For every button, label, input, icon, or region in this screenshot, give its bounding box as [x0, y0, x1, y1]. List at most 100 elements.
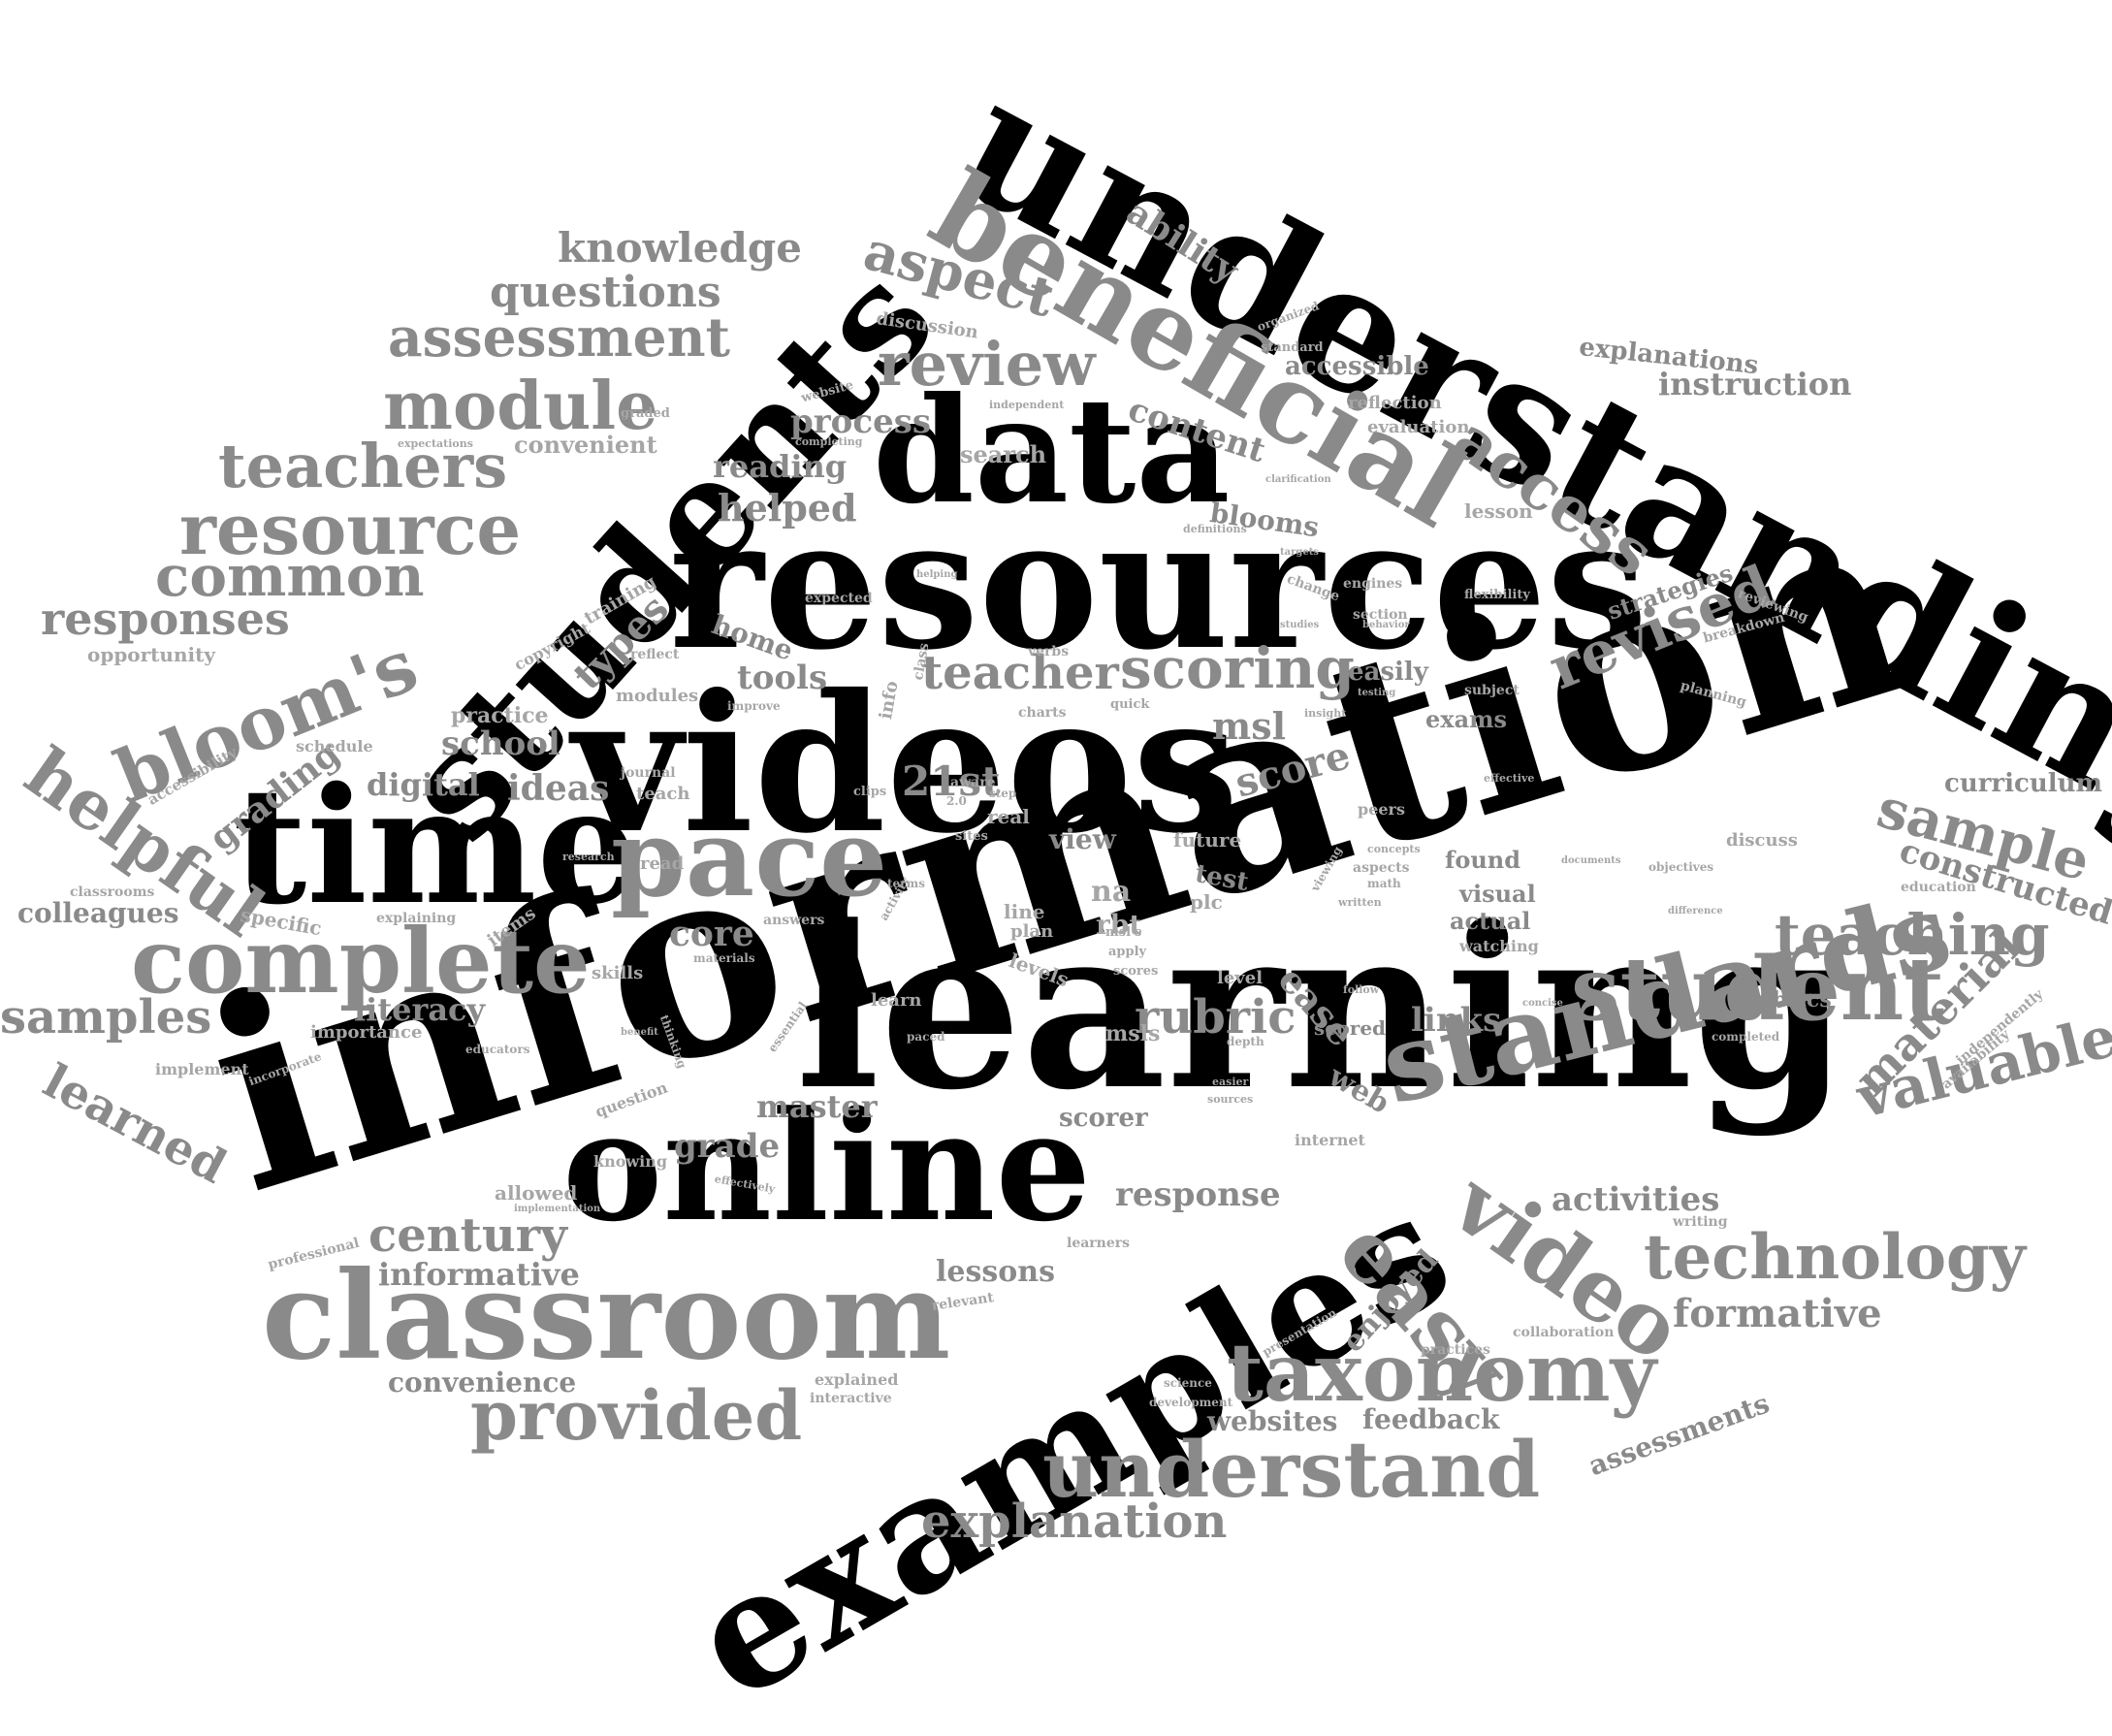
word-real: real [987, 805, 1030, 828]
word-internet: internet [1295, 1131, 1365, 1149]
word-na: na [1091, 875, 1132, 909]
word-visual: visual [1459, 880, 1536, 908]
word-easily: easily [1348, 658, 1428, 687]
word-practices: practices [1421, 1342, 1490, 1358]
word-websites: websites [1207, 1405, 1338, 1437]
word-century: century [368, 1208, 567, 1263]
word-rbt: rbt [1096, 909, 1142, 941]
word-samples: samples [0, 990, 212, 1045]
word-answers: answers [763, 913, 825, 928]
word-common: common [155, 543, 425, 609]
word-journal: journal [621, 765, 676, 781]
word-knowing: knowing [593, 1152, 668, 1171]
word-completed: completed [1712, 1030, 1780, 1044]
word-core: core [669, 914, 754, 954]
word-scoring: scoring [1120, 635, 1355, 701]
word-engines: engines [1343, 576, 1403, 592]
word-instruction: instruction [1658, 366, 1852, 402]
word-importance: importance [310, 1022, 423, 1043]
word-cloud: understanding information learning video… [0, 40, 2112, 1736]
word-learners: learners [1067, 1236, 1131, 1251]
word-writing: writing [1673, 1214, 1728, 1230]
word-scores: scores [1113, 964, 1159, 979]
word-pace: pace [611, 795, 888, 920]
word-peers: peers [1358, 800, 1405, 819]
word-documents: documents [1561, 855, 1621, 866]
word-interactive: interactive [810, 1391, 892, 1406]
word-accessible: accessible [1285, 352, 1429, 381]
word-research: research [562, 851, 615, 863]
word-expectations: expectations [398, 437, 473, 450]
word-curriculum: curriculum [1944, 769, 2103, 798]
word-aware: aware [950, 775, 996, 790]
word-education: education [1901, 880, 1976, 895]
word-schedule: schedule [296, 737, 373, 755]
word-rubrics: rubrics [1745, 987, 1832, 1013]
word-standard: standard [1261, 340, 1324, 355]
word-learning: learning [795, 878, 1849, 1140]
word-paced: paced [907, 1030, 945, 1044]
word-read: read [640, 853, 685, 874]
word-msls: msls [1105, 1021, 1161, 1046]
word-terms: terms [887, 877, 925, 890]
word-tools: tools [737, 659, 828, 697]
word-school: school [441, 724, 560, 763]
word-charts: charts [1018, 705, 1067, 721]
word-quick: quick [1110, 697, 1150, 712]
word-taxonomy: taxonomy [1227, 1327, 1657, 1420]
word-reflection: reflection [1348, 393, 1442, 413]
word-classroom: classroom [262, 1245, 951, 1387]
word-knowledge: knowledge [558, 224, 802, 272]
word-difference: difference [1668, 906, 1723, 916]
word-helped: helped [718, 486, 857, 530]
word-time: time [233, 752, 639, 940]
word-explanation: explanation [921, 1495, 1228, 1549]
word-found: found [1445, 846, 1521, 874]
word-explaining: explaining [376, 911, 457, 926]
word-plan: plan [1010, 921, 1054, 942]
word-msl-apos: msl's [1105, 925, 1142, 940]
word-2-0: 2.0 [946, 794, 967, 808]
word-complete: complete [131, 909, 591, 1013]
word-response: response [1115, 1175, 1281, 1214]
word-allowed: allowed [495, 1181, 578, 1205]
word-effective: effective [1484, 772, 1535, 785]
word-student: student [1571, 938, 1944, 1041]
word-actual: actual [1450, 907, 1531, 935]
word-literacy: literacy [354, 991, 486, 1028]
word-discuss: discuss [1726, 830, 1798, 851]
word-insight: insight [1304, 707, 1347, 720]
word-expected: expected [805, 591, 873, 606]
word-watching: watching [1459, 937, 1539, 955]
word-science: science [1164, 1376, 1212, 1390]
word-teaching: teaching [1775, 902, 2050, 968]
word-section: section [1353, 607, 1408, 623]
word-studies: studies [1280, 620, 1320, 630]
word-completing: completing [795, 435, 863, 448]
word-colleagues: colleagues [17, 897, 179, 929]
word-scorer: scorer [1059, 1104, 1148, 1133]
word-technology: technology [1644, 1221, 2026, 1294]
word-line: line [1004, 900, 1045, 923]
word-assessment: assessment [388, 305, 731, 369]
word-educators: educators [465, 1043, 530, 1056]
word-clips: clips [853, 785, 887, 799]
word-provided: provided [470, 1375, 803, 1456]
word-plc: plc [1190, 890, 1223, 914]
word-concise: concise [1522, 998, 1563, 1009]
word-activities: activities [1552, 1180, 1720, 1219]
word-sites: sites [955, 829, 988, 844]
word-practice: practice [451, 703, 549, 728]
word-evaluation: evaluation [1367, 417, 1470, 437]
word-data: data [873, 366, 1231, 536]
word-written: written [1338, 896, 1382, 909]
word-easier: easier [1212, 1076, 1249, 1088]
word-subject: subject [1464, 683, 1520, 698]
word-teacher: teacher [921, 646, 1119, 700]
word-questions: questions [490, 268, 721, 317]
word-depth: depth [1227, 1035, 1264, 1048]
word-master: master [756, 1088, 878, 1125]
word-formative: formative [1673, 1291, 1882, 1336]
word-flexibility: flexibility [1464, 588, 1530, 602]
word-learn: learn [871, 990, 922, 1011]
